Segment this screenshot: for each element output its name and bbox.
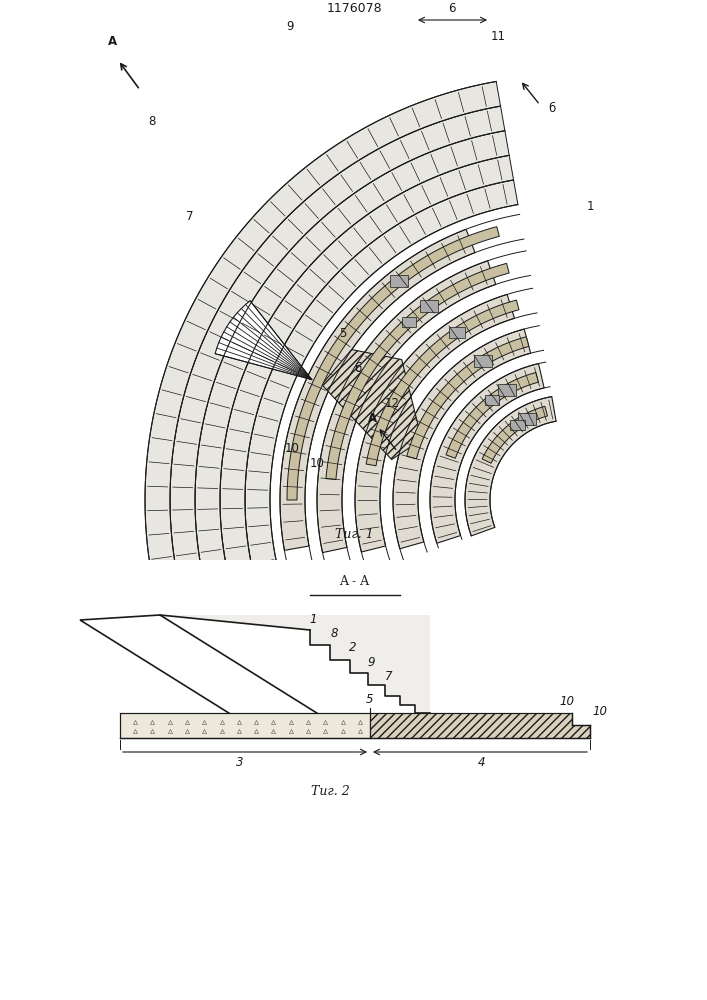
Polygon shape	[366, 300, 519, 466]
Text: б: б	[354, 362, 361, 375]
Text: б: б	[548, 102, 555, 115]
Bar	[402, 317, 416, 327]
Polygon shape	[170, 106, 505, 637]
Polygon shape	[465, 397, 556, 536]
Text: 3: 3	[236, 756, 244, 769]
Polygon shape	[245, 180, 518, 611]
Text: A - A: A - A	[339, 575, 369, 588]
Bar	[390, 275, 408, 287]
Bar	[474, 355, 492, 367]
Polygon shape	[393, 329, 531, 549]
Text: Τиг. 1: Τиг. 1	[334, 528, 373, 541]
Polygon shape	[287, 227, 499, 500]
Polygon shape	[317, 261, 496, 553]
Text: 12: 12	[385, 397, 400, 410]
Text: 2: 2	[349, 641, 357, 654]
Text: 8: 8	[330, 627, 338, 640]
Polygon shape	[120, 713, 370, 738]
Polygon shape	[215, 301, 312, 380]
Bar	[449, 327, 465, 338]
Text: 1: 1	[586, 200, 594, 213]
Polygon shape	[195, 131, 509, 628]
Polygon shape	[80, 615, 320, 720]
Polygon shape	[370, 713, 590, 738]
Bar	[518, 413, 536, 425]
Polygon shape	[446, 372, 539, 458]
Text: 1176078: 1176078	[326, 2, 382, 15]
Text: 5: 5	[366, 693, 374, 706]
Bar	[498, 384, 515, 396]
Polygon shape	[160, 615, 430, 713]
Text: A: A	[108, 35, 117, 48]
Text: 7: 7	[385, 670, 393, 683]
Bar	[485, 395, 499, 405]
Text: 10: 10	[559, 695, 575, 708]
Text: 9: 9	[367, 656, 375, 669]
Polygon shape	[407, 337, 529, 459]
Polygon shape	[220, 155, 513, 620]
Text: 10: 10	[592, 705, 607, 718]
Text: A: A	[368, 412, 377, 425]
Text: 7: 7	[186, 210, 194, 223]
Polygon shape	[355, 294, 515, 552]
Polygon shape	[482, 406, 547, 463]
Text: 4: 4	[478, 756, 486, 769]
Text: 9: 9	[286, 20, 293, 33]
Polygon shape	[326, 263, 509, 480]
Text: 5: 5	[339, 327, 346, 340]
Text: 10: 10	[310, 457, 325, 470]
Text: 11: 11	[491, 30, 506, 43]
Bar	[420, 300, 438, 312]
Bar	[510, 420, 525, 430]
Text: Τиг. 2: Τиг. 2	[310, 785, 349, 798]
Text: 1: 1	[309, 613, 317, 626]
Text: 10: 10	[285, 442, 300, 455]
Polygon shape	[322, 350, 421, 460]
Polygon shape	[145, 81, 501, 645]
Polygon shape	[430, 364, 544, 543]
Text: 8: 8	[148, 115, 156, 128]
Polygon shape	[280, 229, 475, 550]
Text: 6: 6	[448, 2, 456, 15]
